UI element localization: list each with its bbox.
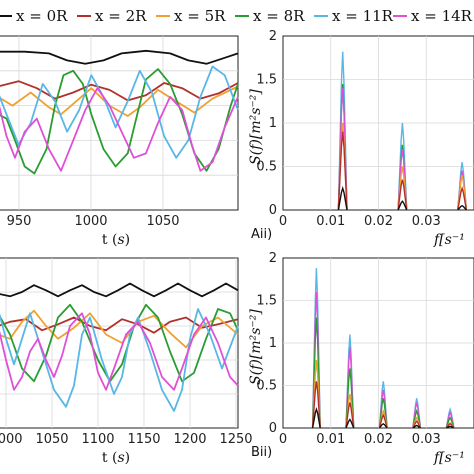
series-x-0r	[311, 406, 455, 429]
x-tick-label: 1250	[219, 432, 252, 447]
spectral-peak	[445, 425, 455, 429]
x-tick-label: 1100	[81, 432, 114, 447]
spectral-peak	[457, 204, 467, 211]
series-x-2r	[311, 381, 455, 429]
x-axis-label: f[s⁻¹	[433, 450, 465, 466]
x-axis-label: t (s)	[102, 232, 130, 248]
y-tick-label: 0.5	[256, 160, 277, 175]
x-tick-label: 1050	[146, 214, 179, 229]
spectral-peak	[378, 398, 388, 429]
x-tick-label: 1050	[35, 432, 68, 447]
x-tick-label: 1000	[74, 214, 107, 229]
spectral-peak	[397, 179, 408, 211]
spectral-peak	[412, 416, 422, 429]
series-x-14r	[311, 291, 455, 429]
panel-time-top: 950 1000 1050 t (s)	[0, 35, 239, 248]
series-line-x-11r	[0, 308, 239, 412]
spectral-peak	[345, 418, 355, 429]
legend-label-x-2r: x = 2R	[95, 7, 147, 25]
spectral-peak	[412, 424, 421, 429]
series-line-x-0r	[0, 282, 239, 298]
y-axis-label: S(f)[m²s⁻²]	[248, 309, 264, 385]
series-x-8r	[337, 83, 468, 211]
x-tick-label: 0.01	[316, 432, 345, 447]
legend-label-x-0r: x = 0R	[16, 7, 68, 25]
legend-label-x-14r: x = 14R	[411, 7, 473, 25]
legend-label-x-8r: x = 8R	[253, 7, 305, 25]
panel-label: Bii)	[251, 445, 272, 460]
spectral-peak	[457, 185, 468, 211]
panel-label: Aii)	[251, 227, 272, 242]
x-axis-label: t (s)	[102, 450, 130, 466]
series-line-x-11r	[0, 65, 239, 159]
x-tick-label: 1000	[0, 432, 23, 447]
spectral-peak	[378, 413, 388, 429]
panel-spec-bottom: 0 0.01 0.02 0.03 0 0.5 1 1.5 2 S(f)[m²s⁻²] f[s⁻¹ Bi…	[248, 251, 474, 466]
panel-time-bottom: 1000 1050 1100 1150 1200 1250 t (s)	[0, 257, 253, 466]
x-tick-label: 950	[7, 214, 32, 229]
axes-frame	[0, 257, 239, 429]
spectral-peak	[412, 402, 422, 429]
y-tick-label: 1	[269, 116, 277, 131]
series-x-11r	[311, 268, 455, 429]
spectral-peak	[345, 402, 355, 429]
spectral-peak	[445, 422, 455, 429]
spectral-peak	[337, 131, 348, 211]
spectral-peak	[311, 359, 321, 429]
y-tick-label: 1.5	[256, 73, 277, 88]
spectral-peak	[445, 410, 455, 429]
series-line-x-14r	[0, 312, 239, 391]
x-axis-label: f[s⁻¹	[433, 232, 465, 248]
spectral-peak	[397, 149, 408, 211]
panel-spec-top: 0 0.01 0.02 0.03 0 0.5 1 1.5 2 S(f)[m²s⁻²] f[s⁻¹ Ai…	[248, 29, 474, 248]
legend-label-x-11r: x = 11R	[332, 7, 394, 25]
legend: x = 0R x = 2R x = 5R x = 8R x = 11R x = 14R	[0, 7, 473, 25]
x-tick-label: 0.03	[412, 432, 441, 447]
x-tick-label: 1200	[173, 432, 206, 447]
series-x-14r	[337, 88, 468, 211]
spectral-peak	[397, 200, 408, 211]
spectral-peak	[337, 185, 348, 211]
x-tick-label: 0.02	[364, 214, 393, 229]
spectral-peak	[345, 368, 355, 429]
x-tick-label: 0	[279, 432, 287, 447]
y-tick-label: 0	[269, 203, 277, 218]
y-tick-label: 1.5	[256, 294, 277, 309]
series-line-x-14r	[0, 87, 239, 172]
series-line-x-8r	[0, 303, 239, 383]
spectral-peak	[412, 408, 422, 429]
x-tick-label: 0.02	[364, 432, 393, 447]
x-tick-label: 0.01	[316, 214, 345, 229]
series-x-11r	[337, 51, 468, 211]
y-tick-label: 1	[269, 336, 277, 351]
axes-frame	[0, 35, 239, 211]
y-tick-label: 0	[269, 421, 277, 436]
spectral-peak	[412, 420, 422, 429]
y-tick-label: 2	[269, 251, 277, 266]
y-tick-label: 0.5	[256, 379, 277, 394]
spectral-peak	[457, 175, 468, 211]
spectral-peak	[378, 422, 388, 429]
x-tick-label: 0	[279, 214, 287, 229]
panels: 950 1000 1050 t (s) 0 0.01 0.02 0.03 0 0.5 1 1.5 2 S(…	[0, 29, 474, 466]
spectral-peak	[311, 381, 321, 429]
x-tick-label: 1150	[127, 432, 160, 447]
series-x-8r	[311, 317, 455, 429]
series-line-x-0r	[0, 49, 239, 65]
series-x-0r	[337, 185, 467, 211]
spectral-peak	[397, 166, 408, 211]
spectral-peak	[311, 317, 321, 429]
legend-label-x-5r: x = 5R	[174, 7, 226, 25]
y-axis-label: S(f)[m²s⁻²]	[248, 89, 264, 165]
spectral-peak	[337, 88, 348, 211]
series-line-x-2r	[0, 80, 239, 102]
spectral-peak	[311, 406, 321, 429]
series-x-2r	[337, 131, 468, 211]
y-tick-label: 2	[269, 29, 277, 44]
x-tick-label: 0.03	[412, 214, 441, 229]
spectral-peak	[445, 416, 455, 429]
